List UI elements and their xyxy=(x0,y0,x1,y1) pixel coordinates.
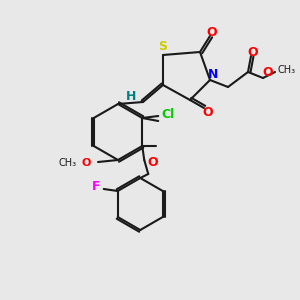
Text: O: O xyxy=(81,158,91,168)
Text: O: O xyxy=(147,157,158,169)
Text: O: O xyxy=(248,46,258,59)
Text: CH₃: CH₃ xyxy=(278,65,296,75)
Text: O: O xyxy=(203,106,213,119)
Text: F: F xyxy=(92,181,100,194)
Text: O: O xyxy=(207,26,217,38)
Text: CH₃: CH₃ xyxy=(59,158,77,168)
Text: N: N xyxy=(208,68,218,82)
Text: H: H xyxy=(126,91,136,103)
Text: Cl: Cl xyxy=(162,107,175,121)
Text: S: S xyxy=(158,40,167,53)
Text: O: O xyxy=(263,67,273,80)
